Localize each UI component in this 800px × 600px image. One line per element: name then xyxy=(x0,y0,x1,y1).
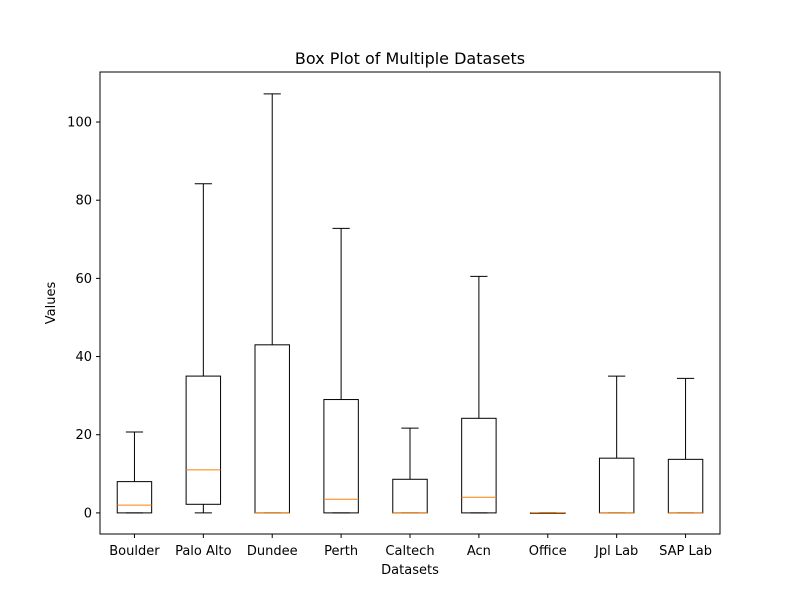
y-axis-label: Values xyxy=(44,282,59,325)
box-acn xyxy=(461,275,497,514)
x-tick-label: Dundee xyxy=(247,544,298,559)
x-tick-label: Perth xyxy=(324,544,358,559)
y-tick-label: 20 xyxy=(75,428,92,443)
box-perth xyxy=(323,227,359,514)
chart-title: Box Plot of Multiple Datasets xyxy=(295,49,525,68)
box-body xyxy=(185,375,222,505)
y-tick-label: 100 xyxy=(67,116,92,131)
x-tick-label: Boulder xyxy=(109,544,160,559)
x-tick-label: Caltech xyxy=(385,544,434,559)
y-tick-label: 0 xyxy=(84,506,92,521)
box-jpl-lab xyxy=(598,375,635,514)
y-tick-label: 80 xyxy=(75,194,92,209)
x-tick-label: SAP Lab xyxy=(659,544,712,559)
box-body xyxy=(461,417,497,514)
y-tick-label: 60 xyxy=(75,272,92,287)
x-tick-label: Acn xyxy=(467,544,491,559)
y-tick-label: 40 xyxy=(75,350,92,365)
box-caltech xyxy=(392,427,428,514)
box-body xyxy=(323,399,359,514)
box-sap-lab xyxy=(667,377,704,514)
box-palo-alto xyxy=(185,183,222,514)
x-tick-label: Office xyxy=(529,544,567,559)
box-boulder xyxy=(116,431,153,514)
boxes-layer xyxy=(116,93,704,514)
ticks-layer: 0 20 40 60 80 100 Boulder Palo Alto Dundee Perth C… xyxy=(67,116,712,559)
x-tick-label: Jpl Lab xyxy=(594,544,638,559)
box-dundee xyxy=(254,93,290,514)
x-tick-label: Palo Alto xyxy=(175,544,232,559)
x-axis-label: Datasets xyxy=(381,563,439,578)
box-office xyxy=(530,512,566,514)
box-body xyxy=(116,481,153,514)
